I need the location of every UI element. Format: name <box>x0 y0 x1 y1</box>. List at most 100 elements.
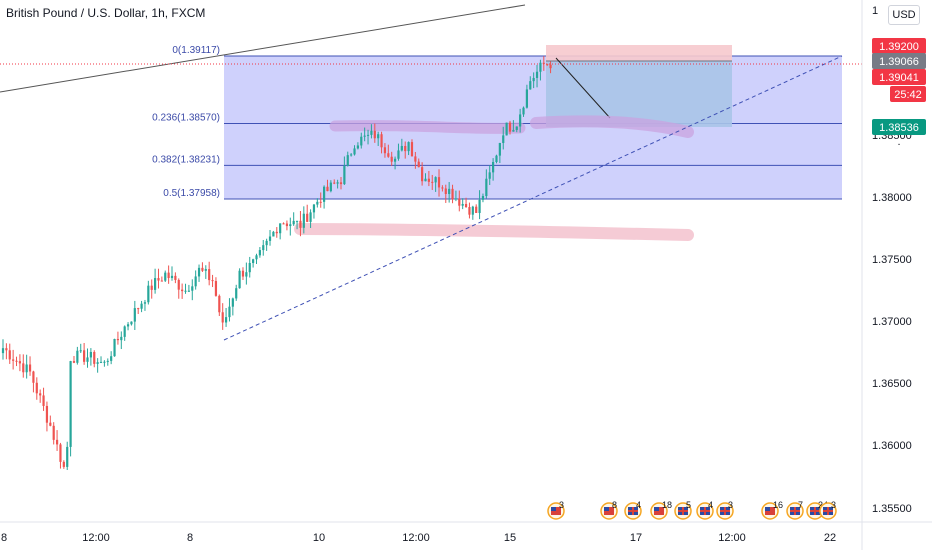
candle-body <box>12 359 15 361</box>
us-flag-canton <box>765 507 770 511</box>
candle-body <box>475 206 478 213</box>
event-count: 8 <box>612 500 617 510</box>
candle-body <box>437 177 441 188</box>
candle-body <box>407 142 410 152</box>
candle-body <box>45 405 49 423</box>
candle-body <box>485 178 488 197</box>
highlighter-marks[interactable] <box>294 115 694 241</box>
candle-body <box>525 89 528 108</box>
resistance-highlight-left[interactable] <box>329 120 526 134</box>
bid-price-label-bg <box>872 69 926 85</box>
fibonacci-retracement[interactable]: 0(1.39117) 0.236(1.38570) 0.382(1.38231) 0.… <box>152 45 842 200</box>
candle-body <box>137 308 140 310</box>
candle-body <box>59 444 62 462</box>
candle-body <box>265 240 268 246</box>
candle-body <box>238 270 241 289</box>
target-price-label-bg <box>872 119 926 135</box>
currency-button[interactable]: USD <box>888 5 920 25</box>
resistance-highlight-right[interactable] <box>530 115 694 138</box>
candle-body <box>167 272 170 279</box>
candle-body <box>421 167 424 182</box>
time-tick-label: 10 <box>313 532 325 544</box>
trend-lines[interactable] <box>0 4 862 341</box>
candle-body <box>441 187 444 189</box>
event-count: 5 <box>686 500 691 510</box>
candle-body <box>289 224 292 227</box>
fib-level-label: 0.382(1.38231) <box>152 154 220 165</box>
candle-body <box>245 272 248 277</box>
candle-body <box>154 278 157 290</box>
price-tick-label: 1.37500 <box>872 254 912 266</box>
candle-body <box>535 71 539 78</box>
candle-body <box>106 360 109 362</box>
candle-body <box>295 220 299 222</box>
candle-body <box>373 130 376 139</box>
time-tick-label: 22 <box>824 532 836 544</box>
symbol-title[interactable]: British Pound / U.S. Dollar, 1h, FXCM <box>6 6 206 20</box>
candle-body <box>336 182 339 184</box>
candle-body <box>427 178 430 182</box>
candle-body <box>279 223 282 234</box>
uk-flag-event-icon[interactable]: 3 <box>819 500 837 520</box>
candle-body <box>502 135 505 143</box>
candle-body <box>464 203 468 208</box>
candle-body <box>140 303 143 309</box>
candle-body <box>221 312 224 323</box>
event-count: 4 <box>708 500 713 510</box>
candle-body <box>214 281 218 296</box>
candle-body <box>400 145 403 151</box>
candle-body <box>522 107 525 115</box>
candle-body <box>99 361 103 363</box>
long-trend-line[interactable] <box>0 4 526 93</box>
event-count: 7 <box>798 500 803 510</box>
candle-body <box>93 351 96 364</box>
candle-body <box>18 361 21 364</box>
candle-body <box>417 161 420 168</box>
time-tick-label: 8 <box>1 532 7 544</box>
position-tool[interactable] <box>546 45 732 127</box>
candle-body <box>177 279 180 290</box>
fib-level-label: 0.5(1.37958) <box>163 188 220 199</box>
stop-loss-zone[interactable] <box>546 45 732 61</box>
candle-body <box>370 130 373 135</box>
uk-flag-event-icon[interactable]: 4 <box>696 500 714 520</box>
candle-body <box>147 285 150 303</box>
candle-body <box>363 135 366 137</box>
us-flag-event-icon[interactable]: 8 <box>600 500 618 520</box>
dashed-trend-line[interactable] <box>223 55 843 341</box>
uk-flag-event-icon[interactable]: 3 <box>716 500 734 520</box>
candle-body <box>15 360 18 362</box>
candle-body <box>1 348 5 354</box>
projection-line[interactable] <box>555 57 611 119</box>
time-tick-label: 12:00 <box>718 532 746 544</box>
candle-body <box>346 155 349 166</box>
candle-body <box>191 286 194 291</box>
candle-body <box>89 351 92 358</box>
uk-flag-event-icon[interactable]: 7 <box>786 500 804 520</box>
candle-body <box>79 350 82 352</box>
candle-body <box>539 62 542 72</box>
candle-body <box>461 203 464 206</box>
candle-body <box>448 188 451 195</box>
event-count: 18 <box>662 500 672 510</box>
candle-body <box>495 155 498 163</box>
candle-body <box>194 276 197 287</box>
us-flag-event-icon[interactable]: 3 <box>547 500 565 520</box>
us-flag-event-icon[interactable]: 18 <box>650 500 672 520</box>
candle-body <box>282 223 285 225</box>
candle-body <box>28 364 32 372</box>
uk-flag-event-icon[interactable]: 5 <box>674 500 692 520</box>
candle-body <box>323 186 326 202</box>
us-flag-event-icon[interactable]: 16 <box>761 500 783 520</box>
price-tick-label: 1.36500 <box>872 378 912 390</box>
candle-body <box>241 270 245 277</box>
economic-events[interactable]: 38418543167243 <box>547 500 837 520</box>
candle-body <box>224 317 228 323</box>
candle-body <box>424 178 427 182</box>
support-highlight[interactable] <box>294 223 694 241</box>
price-tick-label: 1.36000 <box>872 440 912 452</box>
candle-body <box>478 199 481 213</box>
uk-flag-event-icon[interactable]: 4 <box>624 500 642 520</box>
